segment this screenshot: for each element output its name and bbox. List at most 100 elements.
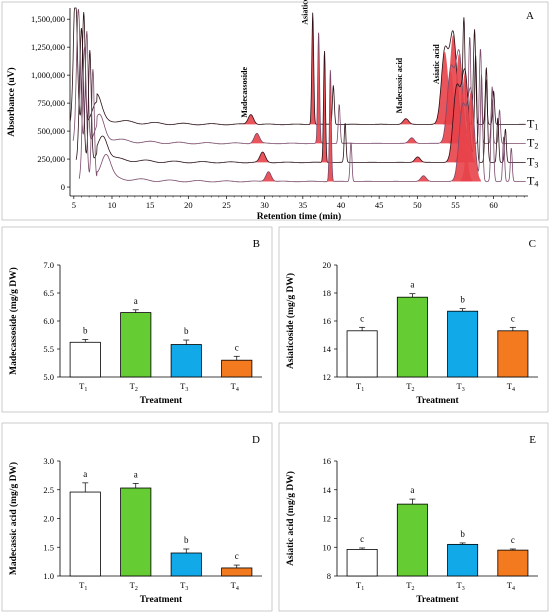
panel-e-border xyxy=(278,422,549,612)
panel-b: 5.0 5.5 6.0 6.5 7.0 Madecassoside (mg/g DW) Tr… xyxy=(1,226,273,413)
panel-a-x-tick-label: 60 xyxy=(489,200,498,210)
bar-y-tick-label: 18 xyxy=(323,288,332,298)
trace-label-T3: T3 xyxy=(527,154,538,169)
panel-a-y-tick-label: 500,000 xyxy=(37,126,65,136)
bar-y-title: Madecassoside (mg/g DW) xyxy=(8,267,19,375)
panel-a-letter: A xyxy=(526,10,534,22)
bar-y-tick-label: 12 xyxy=(323,514,332,524)
panel-a-x-tick-label: 5 xyxy=(72,200,76,210)
bar-y-tick-label: 7.0 xyxy=(43,260,54,270)
bar-x-tick-label: T2 xyxy=(406,580,414,592)
significance-letter: c xyxy=(360,534,364,544)
significance-letter: b xyxy=(83,325,88,335)
bar-T2 xyxy=(120,312,152,378)
panel-c-letter: C xyxy=(529,238,536,250)
bar-T1 xyxy=(346,549,378,577)
bar-T2 xyxy=(120,487,152,577)
bar-x-tick-label: T1 xyxy=(79,381,87,393)
trace-label-T2: T2 xyxy=(527,135,538,150)
bar-x-title: Treatment xyxy=(416,396,459,406)
panel-a-x-tick-label: 20 xyxy=(184,200,193,210)
panel-a-y-tick-label: 250,000 xyxy=(37,154,65,164)
bar-y-title: Asiatic acid (mg/g DW) xyxy=(285,471,296,566)
bar-y-tick-label: 1.0 xyxy=(43,571,54,581)
panel-a-border xyxy=(1,1,549,221)
panel-e: 8 10 12 14 16 Asiatic acid (mg/g DW) Treatment… xyxy=(278,422,549,612)
panel-c-border xyxy=(278,226,549,413)
bar-T1 xyxy=(69,491,101,577)
bar-T3 xyxy=(447,310,479,378)
bar-T3 xyxy=(170,344,202,378)
panel-a-y-tick-label: 0 xyxy=(61,182,65,192)
panel-c: 12 14 16 18 20 Asiaticoside (mg/g DW) Treatmen… xyxy=(278,226,549,413)
bar-T1 xyxy=(346,330,378,378)
chromatogram-peak-fill xyxy=(460,91,482,182)
panel-a-y-tick-label: 1,000,000 xyxy=(31,70,65,80)
bar-x-tick-label: T4 xyxy=(231,580,239,592)
bar-T3 xyxy=(447,543,479,577)
significance-letter: b xyxy=(460,295,465,305)
panel-a-y-title: Absorbance (uV) xyxy=(6,67,17,136)
bar-x-tick-label: T2 xyxy=(130,580,138,592)
significance-letter: c xyxy=(511,313,515,323)
panel-a-x-tick-label: 30 xyxy=(260,200,269,210)
bar-T2 xyxy=(396,296,428,378)
panel-e-letter: E xyxy=(529,434,536,446)
bar-y-tick-label: 6.5 xyxy=(43,288,54,298)
significance-letter: b xyxy=(460,529,465,539)
panel-b-border xyxy=(1,226,273,413)
panel-d: 1.0 1.5 2.0 2.5 3.0 Madecassic acid (mg/g DW)… xyxy=(1,422,273,612)
bar-x-tick-label: T1 xyxy=(79,580,87,592)
bar-x-title: Treatment xyxy=(140,595,183,605)
bar-T4 xyxy=(221,567,253,577)
bar-x-tick-label: T3 xyxy=(457,580,465,592)
bar-y-tick-label: 6.0 xyxy=(43,316,54,326)
peak-label-madecassic-acid: Madecassic acid xyxy=(395,57,404,113)
bar-x-title: Treatment xyxy=(416,595,459,605)
significance-letter: c xyxy=(235,551,239,561)
bar-T3 xyxy=(170,552,202,577)
bar-y-tick-label: 5.5 xyxy=(43,344,54,354)
bar-x-tick-label: T4 xyxy=(507,381,515,393)
panel-d-border xyxy=(1,422,273,612)
panel-a-y-tick-label: 750,000 xyxy=(37,98,65,108)
bar-x-tick-label: T3 xyxy=(180,381,188,393)
bar-y-tick-label: 16 xyxy=(323,456,332,466)
bar-x-tick-label: T3 xyxy=(180,580,188,592)
significance-letter: a xyxy=(410,280,414,290)
panel-a-x-title: Retention time (min) xyxy=(257,211,341,222)
panel-d-letter: D xyxy=(252,434,260,446)
panel-a-x-tick-label: 35 xyxy=(299,200,308,210)
significance-letter: c xyxy=(511,535,515,545)
bar-x-tick-label: T1 xyxy=(356,580,364,592)
bar-y-title: Madecassic acid (mg/g DW) xyxy=(8,462,19,575)
significance-letter: c xyxy=(360,313,364,323)
trace-label-T4: T4 xyxy=(527,173,538,188)
bar-T4 xyxy=(497,549,529,577)
bar-x-tick-label: T4 xyxy=(507,580,515,592)
panel-a-x-tick-label: 55 xyxy=(451,200,460,210)
panel-a-x-tick-label: 45 xyxy=(375,200,384,210)
bar-y-tick-label: 2.0 xyxy=(43,514,54,524)
bar-y-tick-label: 16 xyxy=(323,316,332,326)
bar-x-tick-label: T4 xyxy=(231,381,239,393)
bar-y-tick-label: 12 xyxy=(323,372,332,382)
chromatogram-trace-T4 xyxy=(78,47,526,183)
significance-letter: a xyxy=(134,296,138,306)
bar-T4 xyxy=(221,359,253,378)
panel-b-letter: B xyxy=(253,238,260,250)
bar-T1 xyxy=(69,341,101,378)
significance-letter: a xyxy=(134,469,138,479)
chromatogram-trace-T1 xyxy=(69,7,526,126)
panel-a-y-tick-label: 1,250,000 xyxy=(31,42,65,52)
panel-a-traces xyxy=(69,7,526,183)
panel-a: 0 250,000 500,000 750,000 1,000,000 1,250,000… xyxy=(6,0,538,222)
panel-a-x-tick-label: 40 xyxy=(337,200,346,210)
bar-y-tick-label: 14 xyxy=(323,485,332,495)
peak-label-asiaticoside: Asiaticoside xyxy=(301,0,310,25)
bar-y-tick-label: 2.5 xyxy=(43,485,54,495)
chromatogram-trace-T2 xyxy=(72,9,526,145)
bar-y-tick-label: 3.0 xyxy=(43,456,54,466)
bar-y-tick-label: 14 xyxy=(323,344,332,354)
panel-a-y-tick-label: 1,500,000 xyxy=(31,14,65,24)
